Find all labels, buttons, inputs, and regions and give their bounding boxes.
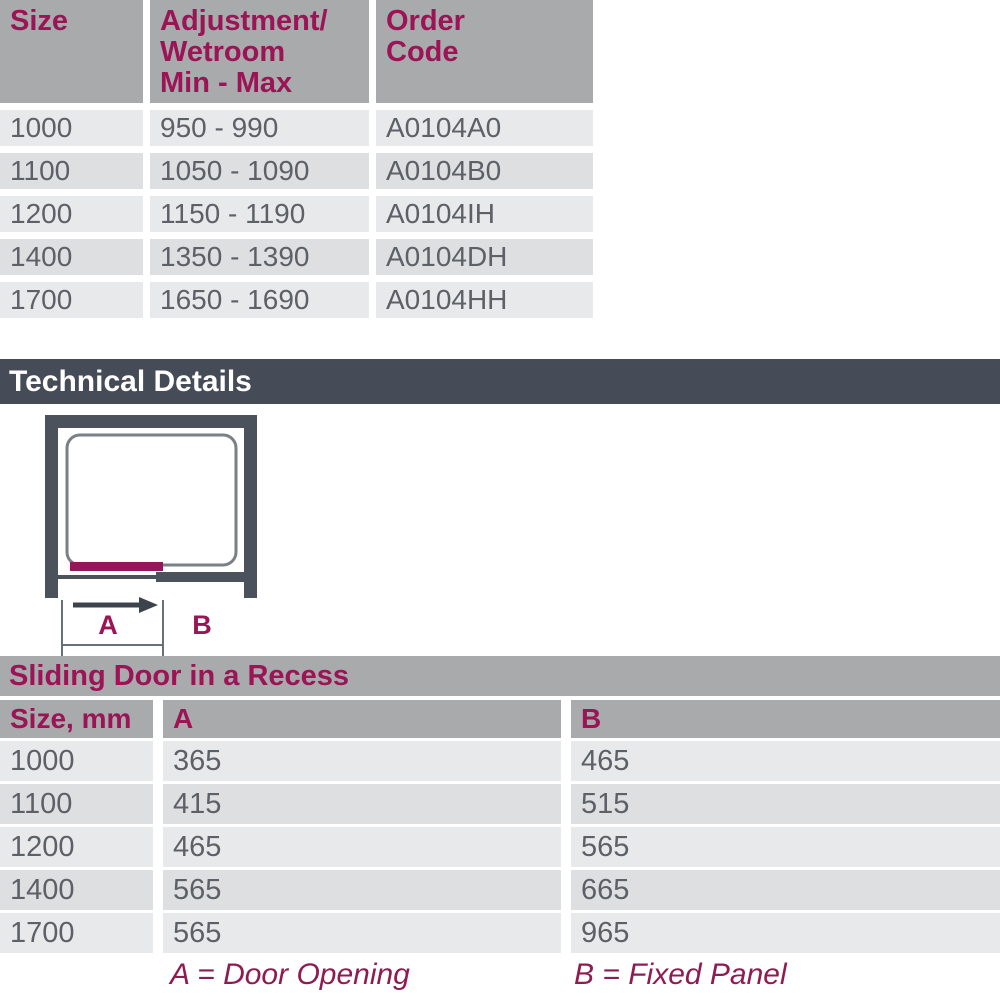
- header-line: Adjustment/: [160, 5, 328, 37]
- legend: A = Door Opening B = Fixed Panel: [0, 954, 1000, 1000]
- door-track-line: [58, 575, 163, 579]
- legend-door-opening: A = Door Opening: [170, 958, 410, 991]
- diagram-label-b: B: [192, 610, 212, 640]
- b-cell: 965: [571, 913, 1000, 953]
- size-cell: 1700: [0, 282, 143, 318]
- order-code-cell: A0104HH: [376, 282, 593, 318]
- shower-tray-outline: [65, 433, 238, 567]
- adjustment-cell: 1350 - 1390: [150, 239, 369, 275]
- adjustment-cell: 1050 - 1090: [150, 153, 369, 189]
- size-cell: 1100: [0, 153, 143, 189]
- size-cell: 1200: [0, 196, 143, 232]
- b-cell: 465: [571, 741, 1000, 781]
- adjustment-cell: 950 - 990: [150, 110, 369, 146]
- header-line: Min - Max: [160, 67, 293, 99]
- size-cell: 1400: [0, 239, 143, 275]
- b-column-header: B: [571, 700, 1000, 738]
- technical-details-header: Technical Details: [0, 359, 1000, 404]
- b-cell: 565: [571, 827, 1000, 867]
- a-cell: 565: [163, 913, 561, 953]
- a-cell: 365: [163, 741, 561, 781]
- b-cell: 665: [571, 870, 1000, 910]
- order-code-cell: A0104IH: [376, 196, 593, 232]
- recess-section-title: Sliding Door in a Recess: [0, 656, 1000, 696]
- size-cell: 1000: [0, 741, 153, 781]
- size-cell: 1100: [0, 784, 153, 824]
- size-cell: 1200: [0, 827, 153, 867]
- order-code-cell: A0104DH: [376, 239, 593, 275]
- b-cell: 515: [571, 784, 1000, 824]
- recess-plan-diagram: A B: [45, 415, 257, 657]
- order-code-column-header: Order Code: [376, 0, 593, 103]
- size-cell: 1400: [0, 870, 153, 910]
- wall-left: [45, 415, 58, 598]
- a-cell: 415: [163, 784, 561, 824]
- order-code-cell: A0104B0: [376, 153, 593, 189]
- slide-arrow-head-icon: [139, 597, 158, 613]
- order-code-cell: A0104A0: [376, 110, 593, 146]
- a-column-header: A: [163, 700, 561, 738]
- size-mm-column-header: Size, mm: [0, 700, 153, 738]
- recess-dimensions-table: Size, mm A B 1000 365 465 1100 415 515 1…: [0, 700, 1000, 953]
- fixed-panel-bar: [156, 572, 257, 582]
- diagram-label-a: A: [98, 610, 118, 640]
- wall-top: [45, 415, 257, 428]
- header-line: Code: [386, 36, 459, 68]
- legend-fixed-panel: B = Fixed Panel: [574, 958, 787, 991]
- adjustment-column-header: Adjustment/ Wetroom Min - Max: [150, 0, 369, 103]
- header-label: Size: [10, 5, 69, 37]
- size-cell: 1700: [0, 913, 153, 953]
- wall-right: [244, 415, 257, 598]
- a-cell: 565: [163, 870, 561, 910]
- header-line: Wetroom: [160, 36, 286, 68]
- size-cell: 1000: [0, 110, 143, 146]
- adjustment-cell: 1150 - 1190: [150, 196, 369, 232]
- adjustment-cell: 1650 - 1690: [150, 282, 369, 318]
- size-column-header: Size: [0, 0, 143, 103]
- header-line: Order: [386, 5, 465, 37]
- a-cell: 465: [163, 827, 561, 867]
- sliding-door-bar: [70, 562, 163, 571]
- size-spec-table: Size Adjustment/ Wetroom Min - Max Order…: [0, 0, 593, 318]
